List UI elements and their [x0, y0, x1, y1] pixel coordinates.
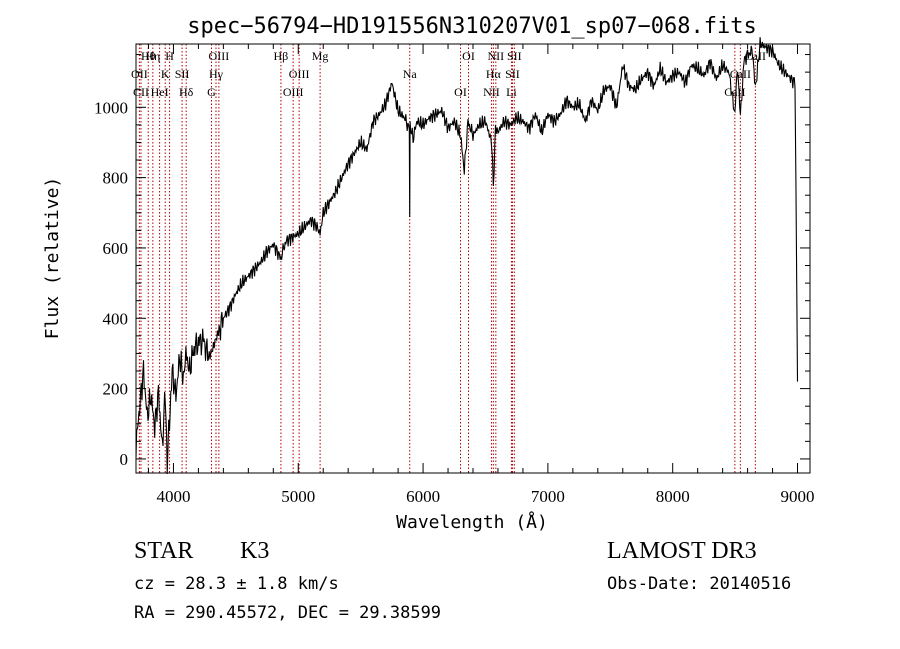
line-label: OIII — [289, 67, 310, 81]
line-label: Hγ — [209, 67, 224, 81]
y-tick-label: 0 — [120, 450, 129, 469]
line-label: Hδ — [179, 85, 194, 99]
y-tick-label: 200 — [103, 380, 129, 399]
info-survey: LAMOST DR3 — [607, 538, 757, 564]
line-label: Hθ — [141, 49, 156, 63]
x-axis: 4000 5000 6000 7000 8000 9000 — [147, 44, 815, 506]
line-label: Li — [506, 85, 517, 99]
x-tick-label: 6000 — [406, 487, 440, 506]
line-label: OI — [454, 85, 467, 99]
x-tick-label: 7000 — [531, 487, 565, 506]
chart-title: spec−56794−HD191556N310207V01_sp07−068.f… — [187, 14, 757, 39]
line-label: CaII — [745, 49, 766, 63]
x-tick-label: 9000 — [781, 487, 815, 506]
x-tick-label: 5000 — [281, 487, 315, 506]
line-label: Hβ — [274, 49, 289, 63]
y-tick-label: 600 — [103, 239, 129, 258]
y-tick-label: 800 — [103, 169, 129, 188]
line-label: OI — [462, 49, 475, 63]
info-coordinates: RA = 290.45572, DEC = 29.38599 — [134, 603, 442, 623]
line-label: SII — [175, 67, 190, 81]
y-tick-label: 400 — [103, 309, 129, 328]
plot-frame — [135, 43, 811, 474]
line-label: HeI — [151, 85, 169, 99]
line-label: K — [161, 67, 170, 81]
line-label: G — [207, 85, 216, 99]
line-label: Hα — [486, 67, 502, 81]
x-axis-label: Wavelength (Å) — [396, 511, 548, 533]
line-label: Hη — [145, 49, 160, 63]
line-label: CaII — [724, 85, 745, 99]
spectral-line-labels: HθOIICIIHηKHeIHSIIHδOIIIHγGHβOIIIOIIIMgN… — [131, 49, 766, 99]
info-subclass: K3 — [240, 538, 270, 564]
y-axis: 0 200 400 600 800 1000 — [94, 54, 810, 469]
line-label: OIII — [209, 49, 230, 63]
x-tick-label: 4000 — [156, 487, 190, 506]
line-label: NII — [488, 49, 505, 63]
y-axis-label: Flux (relative) — [42, 177, 63, 340]
line-label: H — [165, 49, 174, 63]
line-label: SII — [507, 49, 522, 63]
line-label: Mg — [312, 49, 329, 63]
spectral-line-markers — [138, 44, 756, 473]
line-label: OIII — [283, 85, 304, 99]
line-label: SII — [505, 67, 520, 81]
info-class: STAR — [134, 538, 194, 564]
line-label: CaII — [730, 67, 751, 81]
spectrum-line — [135, 37, 799, 475]
y-tick-label: 1000 — [94, 98, 128, 117]
x-tick-label: 8000 — [656, 487, 690, 506]
line-label: CII — [133, 85, 149, 99]
line-label: NII — [483, 85, 500, 99]
info-obs-date: Obs-Date: 20140516 — [607, 574, 792, 594]
info-cz: cz = 28.3 ± 1.8 km/s — [134, 574, 339, 594]
line-label: Na — [403, 67, 418, 81]
line-label: OII — [131, 67, 148, 81]
